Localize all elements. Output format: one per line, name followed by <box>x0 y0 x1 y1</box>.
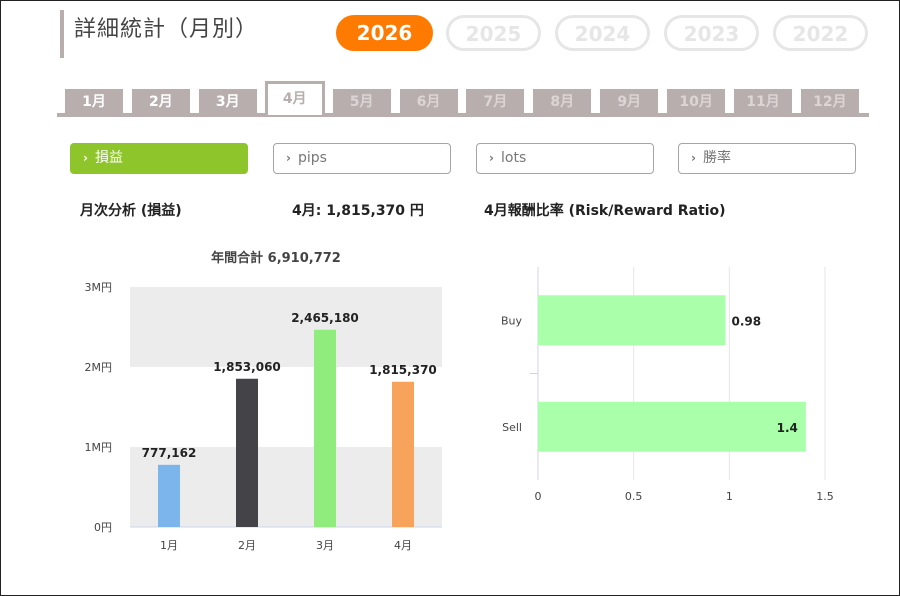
title-bar: 詳細統計（月別） <box>60 10 258 58</box>
month-tab-11[interactable]: 11月 <box>734 89 792 113</box>
month-tab-5[interactable]: 5月 <box>332 89 391 113</box>
year-tab-2023[interactable]: 2023 <box>664 15 759 51</box>
y-category-label: Buy <box>501 314 523 327</box>
metric-label: 損益 <box>95 150 123 166</box>
year-tab-2024[interactable]: 2024 <box>555 15 650 51</box>
metric-winrate-button[interactable]: › 勝率 <box>678 143 856 174</box>
month-tab-6[interactable]: 6月 <box>399 89 458 113</box>
x-tick-label: 1 <box>726 490 733 503</box>
rr-ratio-title: 4月報酬比率 (Risk/Reward Ratio) <box>484 203 726 219</box>
year-tab-2022[interactable]: 2022 <box>773 15 868 51</box>
metric-label: pips <box>298 150 327 166</box>
plot-band <box>130 287 442 367</box>
x-tick-label: 0 <box>535 490 542 503</box>
bar-data-label: 777,162 <box>142 446 197 460</box>
chevron-right-icon: › <box>83 151 88 165</box>
month-tab-10[interactable]: 10月 <box>667 89 726 113</box>
metric-pl-button[interactable]: › 損益 <box>70 143 248 174</box>
metric-pips-button[interactable]: › pips <box>273 143 451 174</box>
month-total-label: 4月: 1,815,370 円 <box>292 203 424 219</box>
x-tick-label: 0.5 <box>625 490 643 503</box>
month-tab-3[interactable]: 3月 <box>198 89 257 113</box>
monthly-analysis-label: 月次分析 (損益) <box>80 203 182 219</box>
month-tab-4[interactable]: 4月 <box>264 81 325 115</box>
metric-label: 勝率 <box>703 150 731 166</box>
bar-4月[interactable] <box>392 381 414 527</box>
month-tab-7[interactable]: 7月 <box>466 89 525 113</box>
year-tab-2025[interactable]: 2025 <box>446 15 541 51</box>
month-tab-baseline <box>57 113 869 117</box>
bar-data-label: 1,853,060 <box>213 360 281 374</box>
bar-data-label: 1,815,370 <box>369 363 437 377</box>
month-tab-12[interactable]: 12月 <box>800 89 859 113</box>
x-tick-label: 1月 <box>160 539 178 552</box>
y-tick-label: 1M円 <box>85 441 113 454</box>
month-tab-1[interactable]: 1月 <box>65 89 123 113</box>
chevron-right-icon: › <box>691 151 696 165</box>
chevron-right-icon: › <box>286 151 291 165</box>
x-tick-label: 1.5 <box>816 490 834 503</box>
y-category-label: Sell <box>502 421 522 434</box>
page-title: 詳細統計（月別） <box>74 17 259 42</box>
plot-band <box>130 447 442 527</box>
bar-3月[interactable] <box>314 329 336 527</box>
rr-data-label: 0.98 <box>732 314 762 328</box>
month-tab-8[interactable]: 8月 <box>533 89 592 113</box>
bar-data-label: 2,465,180 <box>291 311 359 325</box>
rr-bar-buy[interactable] <box>538 295 726 346</box>
x-tick-label: 3月 <box>316 539 334 552</box>
month-tab-9[interactable]: 9月 <box>600 89 659 113</box>
monthly-pl-bar-chart: 年間合計 6,910,772 0円 1M円 2M円 3M円 777,162 1月 1,853,… <box>85 250 442 552</box>
bar-1月[interactable] <box>158 464 180 527</box>
x-tick-label: 4月 <box>394 539 412 552</box>
chevron-right-icon: › <box>489 151 494 165</box>
metric-label: lots <box>501 150 527 166</box>
metric-lots-button[interactable]: › lots <box>476 143 654 174</box>
risk-reward-bar-chart: 0 0.5 1 1.5 Buy 0.98 Sell 1.4 <box>501 267 834 503</box>
y-tick-label: 3M円 <box>85 281 113 294</box>
rr-data-label: 1.4 <box>777 421 798 435</box>
x-tick-label: 2月 <box>238 539 256 552</box>
bar-2月[interactable] <box>236 378 258 527</box>
year-tab-2026[interactable]: 2026 <box>336 15 433 51</box>
month-tab-2[interactable]: 2月 <box>131 89 190 113</box>
bar-chart-title: 年間合計 6,910,772 <box>211 250 341 266</box>
y-tick-label: 2M円 <box>85 361 113 374</box>
y-tick-label: 0円 <box>94 521 112 534</box>
rr-bar-sell[interactable] <box>538 401 806 452</box>
